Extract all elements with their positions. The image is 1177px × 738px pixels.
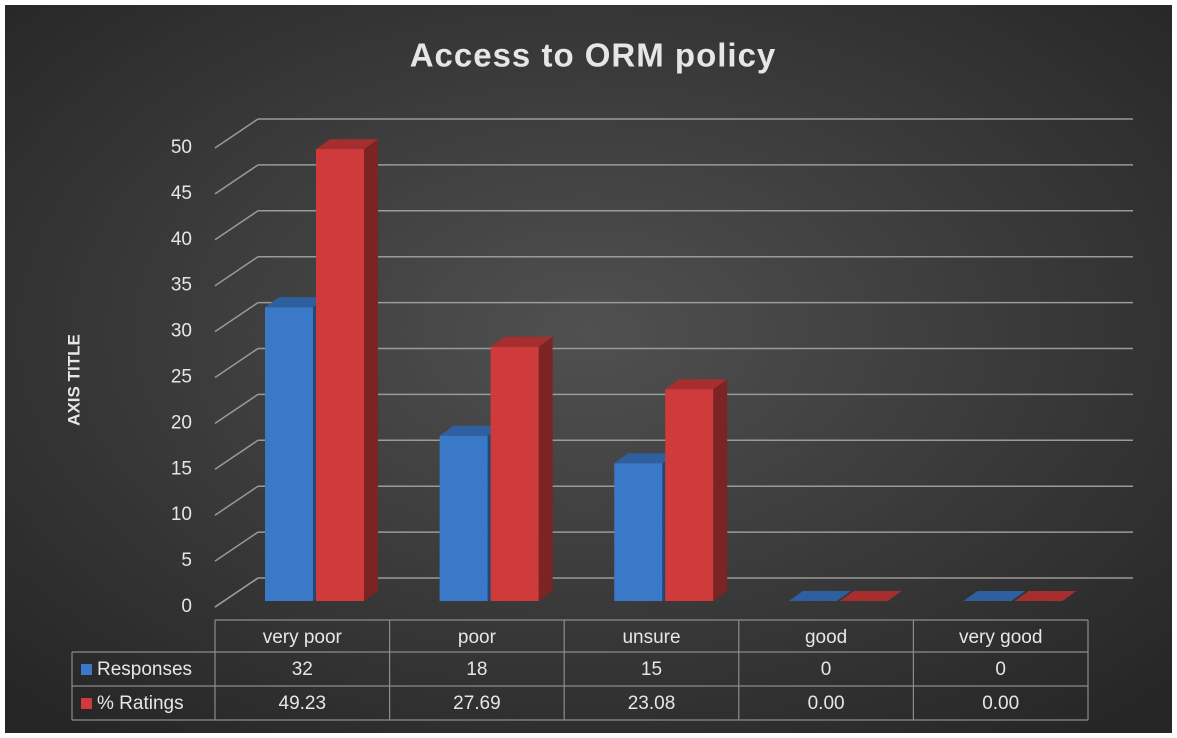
legend-label: % Ratings [97, 693, 184, 714]
y-tick-label: 30 [171, 321, 192, 342]
table-value: 0.00 [982, 693, 1019, 714]
bar-top [316, 139, 378, 150]
bar-top [490, 336, 553, 347]
bar-top [788, 591, 851, 601]
table-value: 15 [641, 659, 662, 680]
x-tick-label: very good [959, 627, 1042, 648]
bar-top [265, 297, 327, 308]
grid-line-side [214, 439, 259, 470]
legend-marker [81, 664, 92, 675]
bar-top [839, 591, 902, 601]
bar [490, 346, 539, 601]
bar-top [665, 379, 728, 390]
grid-line-side [214, 301, 259, 333]
bar-side [538, 336, 553, 601]
table-value: 49.23 [279, 693, 327, 714]
grid-line-side [214, 485, 259, 516]
y-tick-label: 5 [181, 550, 192, 571]
bar [316, 149, 364, 601]
bar-top [963, 591, 1026, 601]
table-value: 27.69 [453, 693, 501, 714]
y-axis-title: AXIS TITLE [64, 334, 83, 426]
bar-side [364, 139, 378, 601]
legend-label: Responses [97, 659, 192, 680]
table-value: 0.00 [808, 693, 845, 714]
x-tick-label: poor [458, 627, 497, 648]
table-value: 23.08 [628, 693, 676, 714]
background [5, 5, 1172, 733]
y-tick-label: 0 [181, 596, 192, 617]
bar-side [713, 379, 728, 601]
bar [665, 389, 714, 601]
y-tick-label: 25 [171, 367, 192, 388]
table-value: 32 [292, 659, 313, 680]
table-value: 0 [821, 659, 832, 680]
bar-top [614, 453, 677, 464]
bar [265, 307, 313, 601]
x-tick-label: good [805, 627, 847, 648]
bar-top [439, 425, 502, 436]
grid-line-side [214, 393, 259, 425]
legend-marker [81, 698, 92, 709]
y-tick-label: 45 [171, 183, 192, 204]
bar-top [1014, 591, 1077, 601]
table-value: 0 [995, 659, 1006, 680]
bar [439, 435, 488, 601]
grid-line-side [214, 118, 259, 149]
grid-line-side [214, 531, 259, 562]
y-tick-label: 35 [171, 275, 192, 296]
y-tick-label: 20 [171, 412, 192, 433]
grid-line-side [214, 256, 259, 287]
y-tick-label: 15 [171, 458, 192, 479]
y-tick-label: 40 [171, 229, 192, 250]
x-tick-label: unsure [622, 627, 680, 648]
y-tick-label: 50 [171, 137, 192, 158]
x-tick-label: very poor [263, 627, 343, 648]
bar [614, 463, 663, 601]
grid-line-side [214, 164, 259, 195]
chart-title: Access to ORM policy [410, 37, 777, 74]
grid-line-side [214, 347, 259, 379]
grid-line-side [214, 577, 259, 608]
y-tick-label: 10 [171, 504, 192, 525]
table-value: 18 [466, 659, 487, 680]
grid-line-side [214, 210, 259, 241]
